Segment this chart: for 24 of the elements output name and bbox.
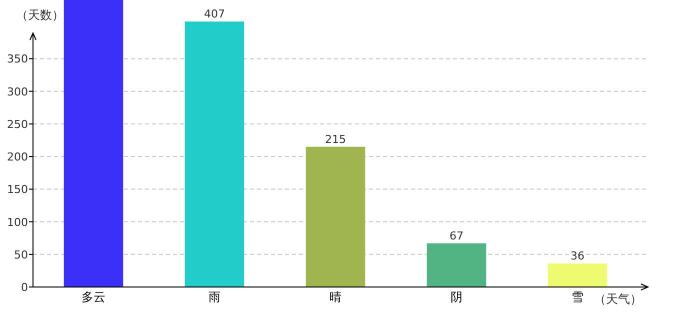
x-tick-label: 雨 <box>208 290 220 304</box>
x-tick-label: 多云 <box>82 290 106 304</box>
y-tick-label: 0 <box>21 281 28 294</box>
y-tick-label: 250 <box>7 118 28 131</box>
data-label: 36 <box>570 250 584 263</box>
y-tick-label: 100 <box>7 216 28 229</box>
x-tick-label: 雪 <box>572 290 584 304</box>
bar <box>184 22 244 287</box>
bar <box>64 0 124 287</box>
data-label: 67 <box>450 229 464 242</box>
bar <box>426 243 486 287</box>
y-tick-label: 50 <box>14 248 28 262</box>
y-tick-label: 300 <box>7 85 28 98</box>
data-label: 215 <box>325 132 346 146</box>
x-tick-label: 阴 <box>450 290 462 304</box>
x-axis-title: （天气） <box>594 292 642 306</box>
bar <box>548 264 608 287</box>
y-tick-label: 150 <box>7 183 28 196</box>
x-tick-label: 晴 <box>330 290 342 304</box>
y-tick-label: 200 <box>7 150 28 164</box>
bar <box>306 146 366 287</box>
data-label: 407 <box>204 8 225 21</box>
y-axis-title: （天数） <box>16 8 64 22</box>
y-tick-label: 350 <box>7 52 28 66</box>
